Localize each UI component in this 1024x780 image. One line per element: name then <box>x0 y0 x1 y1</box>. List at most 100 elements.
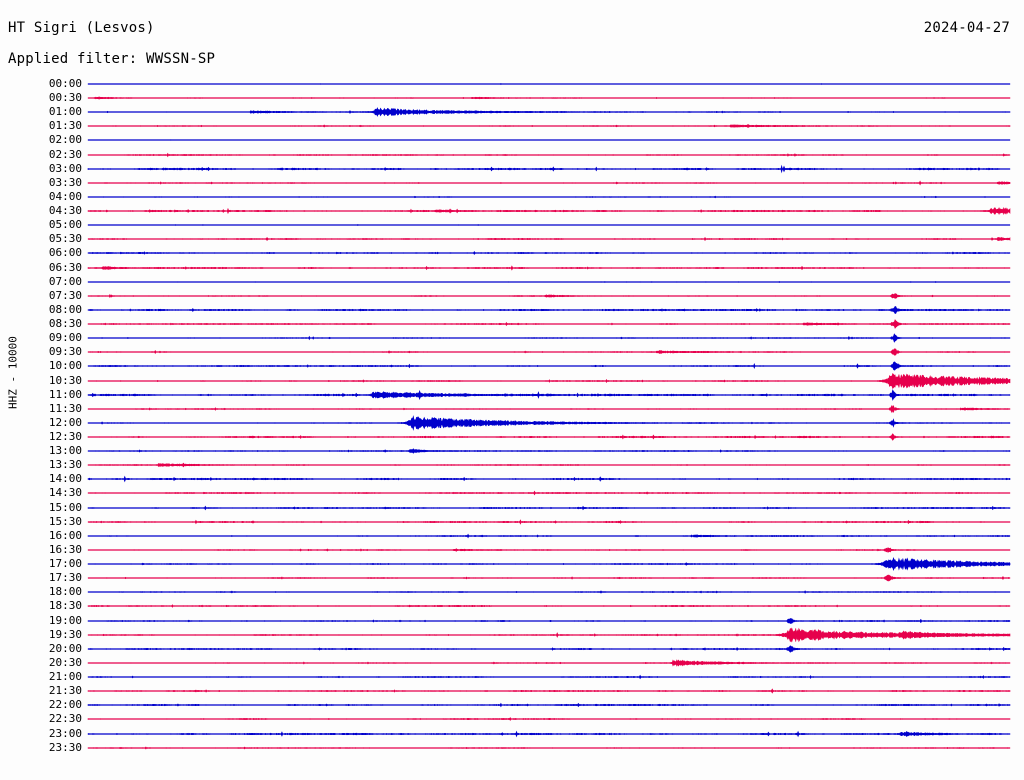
helicorder-row: 08:00 <box>0 303 1024 317</box>
helicorder-row: 18:30 <box>0 599 1024 613</box>
helicorder-row: 12:30 <box>0 430 1024 444</box>
helicorder-row: 01:30 <box>0 119 1024 133</box>
row-time-label: 16:00 <box>48 528 82 542</box>
row-time-label: 20:00 <box>48 641 82 655</box>
row-time-label: 17:00 <box>48 557 82 571</box>
row-time-label: 12:00 <box>48 415 82 429</box>
applied-filter-label: Applied filter: WWSSN-SP <box>8 51 216 67</box>
row-time-label: 14:30 <box>48 486 82 500</box>
helicorder-row: 04:30 <box>0 204 1024 218</box>
row-time-label: 21:00 <box>48 670 82 684</box>
row-time-label: 15:30 <box>48 514 82 528</box>
seismic-trace <box>87 264 1011 271</box>
record-date: 2024-04-27 <box>923 20 1010 36</box>
helicorder-row: 03:30 <box>0 176 1024 190</box>
seismic-trace <box>87 448 1011 454</box>
helicorder-row: 13:30 <box>0 458 1024 472</box>
seismic-trace <box>87 361 1011 371</box>
row-time-label: 03:00 <box>48 161 82 175</box>
helicorder-row: 19:00 <box>0 614 1024 628</box>
helicorder-row: 21:30 <box>0 684 1024 698</box>
helicorder-row: 07:00 <box>0 275 1024 289</box>
helicorder-row: 03:00 <box>0 162 1024 176</box>
seismic-trace <box>87 306 1011 314</box>
helicorder-row: 14:00 <box>0 472 1024 486</box>
seismic-trace <box>87 674 1011 680</box>
row-time-label: 19:30 <box>48 627 82 641</box>
seismic-trace <box>87 730 1011 737</box>
seismic-trace <box>87 164 1011 174</box>
seismic-trace <box>87 703 1011 708</box>
seismic-trace <box>87 547 1011 553</box>
row-time-label: 23:00 <box>48 726 82 740</box>
seismic-trace <box>87 433 1011 441</box>
row-time-label: 11:30 <box>48 401 82 415</box>
helicorder-row: 11:30 <box>0 402 1024 416</box>
helicorder-row: 22:00 <box>0 698 1024 712</box>
helicorder-row: 14:30 <box>0 486 1024 500</box>
helicorder-row: 00:30 <box>0 91 1024 105</box>
seismic-trace <box>87 475 1011 483</box>
seismic-trace <box>87 224 1011 227</box>
row-time-label: 04:00 <box>48 189 82 203</box>
seismic-trace <box>87 462 1011 468</box>
seismic-trace <box>87 96 1011 100</box>
seismic-trace <box>87 557 1011 572</box>
row-time-label: 19:00 <box>48 613 82 627</box>
helicorder-row: 09:00 <box>0 331 1024 345</box>
row-time-label: 23:30 <box>48 740 82 754</box>
row-time-label: 02:30 <box>48 147 82 161</box>
helicorder-row: 13:00 <box>0 444 1024 458</box>
seismic-trace <box>87 746 1011 750</box>
seismic-trace <box>87 319 1011 329</box>
row-time-label: 09:30 <box>48 345 82 359</box>
page-title: HT Sigri (Lesvos) <box>8 20 155 36</box>
row-time-label: 00:30 <box>48 91 82 105</box>
row-time-label: 06:30 <box>48 260 82 274</box>
row-time-label: 13:00 <box>48 444 82 458</box>
helicorder-row: 06:30 <box>0 261 1024 275</box>
seismic-trace <box>87 645 1011 653</box>
seismic-trace <box>87 195 1011 199</box>
row-time-label: 21:30 <box>48 684 82 698</box>
seismic-trace <box>87 574 1011 582</box>
helicorder-row: 23:30 <box>0 741 1024 755</box>
helicorder-row: 16:00 <box>0 529 1024 543</box>
helicorder-row: 05:30 <box>0 232 1024 246</box>
seismic-trace <box>87 292 1011 299</box>
row-time-label: 03:30 <box>48 175 82 189</box>
row-time-label: 04:30 <box>48 204 82 218</box>
helicorder-row: 22:30 <box>0 712 1024 726</box>
helicorder-row: 07:30 <box>0 289 1024 303</box>
helicorder-row: 17:00 <box>0 557 1024 572</box>
row-time-label: 17:30 <box>48 571 82 585</box>
seismic-trace <box>87 627 1011 643</box>
seismic-trace <box>87 83 1011 85</box>
helicorder-row: 23:00 <box>0 727 1024 741</box>
row-time-label: 16:30 <box>48 542 82 556</box>
seismic-trace <box>87 617 1011 624</box>
seismic-trace <box>87 348 1011 356</box>
seismic-trace <box>87 152 1011 157</box>
row-time-label: 01:00 <box>48 105 82 119</box>
seismic-trace <box>87 372 1011 389</box>
row-time-label: 12:30 <box>48 430 82 443</box>
seismic-trace <box>87 139 1011 142</box>
helicorder-row: 10:00 <box>0 359 1024 373</box>
row-time-label: 01:30 <box>48 119 82 133</box>
seismic-trace <box>87 280 1011 283</box>
helicorder-row: 01:00 <box>0 105 1024 119</box>
helicorder-row: 17:30 <box>0 571 1024 585</box>
row-time-label: 18:00 <box>48 585 82 599</box>
helicorder-row: 02:30 <box>0 148 1024 162</box>
row-time-label: 22:00 <box>48 698 82 712</box>
row-time-label: 18:30 <box>48 599 82 613</box>
seismic-trace <box>87 124 1011 129</box>
helicorder-row: 19:30 <box>0 627 1024 643</box>
helicorder-row: 00:00 <box>0 77 1024 91</box>
helicorder-row: 10:30 <box>0 372 1024 389</box>
helicorder-row: 15:00 <box>0 501 1024 515</box>
seismic-trace <box>87 688 1011 694</box>
helicorder-row: 06:00 <box>0 246 1024 260</box>
row-time-label: 20:30 <box>48 655 82 669</box>
